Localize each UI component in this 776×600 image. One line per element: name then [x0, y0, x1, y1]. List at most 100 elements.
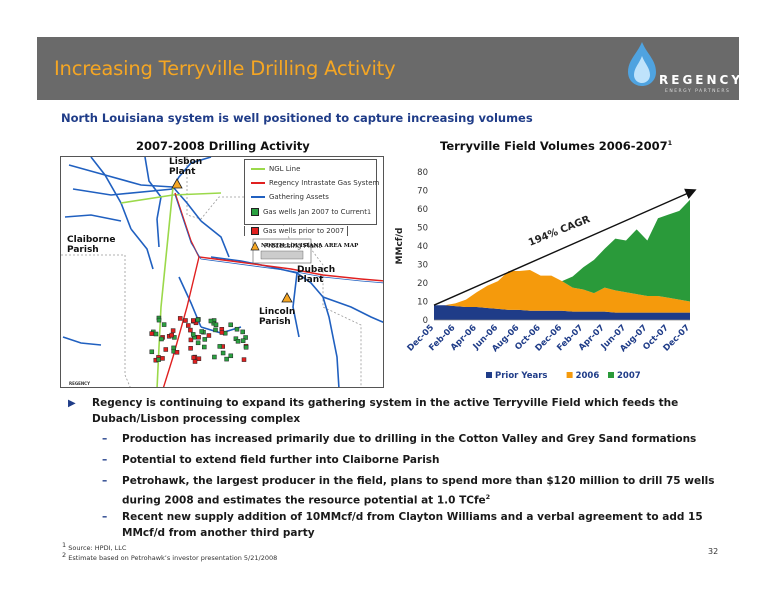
y-tick-label: 60	[417, 205, 428, 215]
well-marker	[240, 329, 245, 335]
claiborne-parish-label: Claiborne Parish	[67, 235, 116, 255]
well-marker	[191, 318, 196, 323]
legend-intrastate: Regency Intrastate Gas System	[251, 179, 379, 187]
well-marker	[208, 318, 214, 324]
well-marker	[188, 327, 193, 333]
legend-swatch	[608, 372, 614, 378]
legend-label: 2006	[576, 371, 600, 381]
well-marker	[240, 338, 246, 343]
map-title: 2007-2008 Drilling Activity	[136, 139, 310, 153]
y-tick-label: 30	[417, 261, 428, 271]
well-marker	[186, 323, 191, 328]
y-tick-label: 0	[423, 316, 428, 326]
well-marker	[153, 331, 159, 337]
well-marker	[243, 335, 248, 340]
well-marker	[234, 326, 240, 332]
well-marker	[191, 355, 196, 360]
header-bar	[37, 37, 739, 100]
legend-label: 2007	[617, 371, 641, 381]
regency-logo: REGENCY ENERGY PARTNERS	[619, 40, 740, 98]
well-marker	[183, 318, 188, 323]
logo-wordmark: REGENCY	[659, 73, 744, 87]
legend-processing-plant: Processing Plant	[244, 240, 324, 252]
well-marker	[170, 328, 176, 333]
legend-swatch	[486, 372, 492, 378]
well-marker	[212, 354, 217, 360]
dubach-plant-label: Dubach Plant	[297, 265, 336, 285]
legend-gathering: Gathering Assets	[251, 193, 329, 201]
bullet-sub-3: – Petrohawk, the largest producer in the …	[102, 475, 715, 507]
y-tick-label: 40	[417, 242, 428, 252]
area-map-label: NORTH LOUISIANA AREA MAP	[261, 243, 359, 249]
well-marker	[202, 337, 208, 342]
series-area-prior-years	[434, 305, 690, 320]
page-number: 32	[708, 547, 719, 556]
bullet-main: ▶ Regency is continuing to expand its ga…	[68, 397, 679, 425]
flame-icon	[628, 42, 656, 86]
dubach-plant-marker	[281, 292, 293, 303]
lincoln-parish-label: Lincoln Parish	[259, 307, 296, 327]
legend-label: Prior Years	[495, 371, 547, 381]
well-marker	[213, 322, 219, 328]
bullet-sub-4: – Recent new supply addition of 10MMcf/d …	[102, 511, 703, 539]
well-marker	[188, 337, 194, 343]
well-marker	[177, 316, 183, 321]
well-marker	[228, 353, 234, 359]
well-marker	[219, 330, 225, 335]
well-marker	[192, 359, 198, 364]
well-marker	[169, 332, 174, 338]
well-marker	[241, 357, 247, 362]
slide-title: Increasing Terryville Drilling Activity	[54, 57, 396, 80]
y-tick-label: 10	[417, 298, 428, 308]
map-logo: REGENCY	[69, 381, 91, 386]
well-marker	[156, 357, 161, 362]
well-marker	[199, 329, 204, 334]
legend-ngl-line: NGL Line	[251, 165, 300, 173]
legend-wells-prior: Gas wells prior to 2007	[244, 226, 349, 236]
cagr-label: 194% CAGR	[527, 214, 592, 249]
y-axis-label: MMcf/d	[395, 228, 405, 265]
area-map: NGL Line Regency Intrastate Gas System G…	[60, 156, 384, 388]
footnote-1: 1 Source: HPDI, LLC	[62, 541, 127, 553]
series-area-2006	[434, 270, 690, 313]
bullet-sub-1: – Production has increased primarily due …	[102, 433, 697, 445]
series-area-2007	[434, 199, 690, 306]
well-marker	[149, 331, 154, 336]
map-legend: NGL Line Regency Intrastate Gas System G…	[244, 159, 379, 225]
volumes-chart: 01020304050607080MMcf/dDec-05Feb-06Apr-0…	[395, 168, 697, 381]
cagr-arrow	[433, 188, 697, 306]
well-marker	[159, 336, 164, 342]
legend-wells-2007: Gas wells Jan 2007 to Current 1	[251, 208, 371, 216]
well-marker	[161, 322, 167, 327]
logo-subtext: ENERGY PARTNERS	[665, 89, 731, 94]
chart-title: Terryville Field Volumes 2006-20071	[440, 139, 673, 153]
well-marker	[196, 334, 201, 340]
lisbon-plant-label: Lisbon Plant	[169, 157, 203, 177]
lisbon-plant-marker	[171, 178, 183, 189]
triangle-bullet-icon: ▶	[68, 398, 76, 409]
well-marker	[156, 317, 162, 323]
well-marker	[195, 340, 201, 346]
footnote-2: 2 Estimate based on Petrohawk’s investor…	[62, 551, 278, 563]
legend-swatch	[566, 372, 573, 378]
well-marker	[243, 345, 249, 350]
well-marker	[190, 332, 196, 337]
well-marker	[196, 356, 202, 361]
well-marker	[202, 344, 207, 350]
well-marker	[160, 356, 165, 361]
well-marker	[188, 346, 193, 351]
y-tick-label: 20	[417, 279, 428, 289]
y-tick-label: 80	[417, 168, 428, 178]
triangle-icon	[250, 241, 260, 251]
well-marker	[224, 356, 229, 362]
well-marker	[195, 317, 201, 323]
well-marker	[220, 350, 226, 356]
bullet-sub-2: – Potential to extend field further into …	[102, 454, 440, 466]
map-drawing	[61, 157, 383, 387]
well-marker	[217, 344, 223, 349]
well-marker	[174, 350, 180, 355]
y-tick-label: 50	[417, 224, 428, 234]
well-marker	[206, 333, 212, 338]
well-marker	[235, 339, 241, 344]
y-tick-label: 70	[417, 187, 428, 197]
